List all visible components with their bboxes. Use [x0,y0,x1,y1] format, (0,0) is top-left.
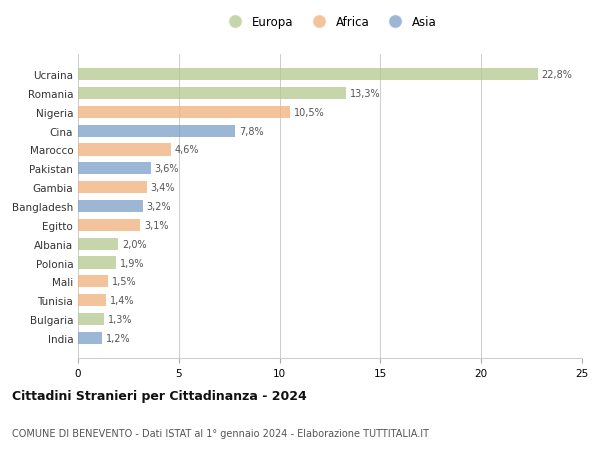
Bar [78,106,290,119]
Bar [78,276,108,288]
Bar [78,182,146,194]
Text: 3,4%: 3,4% [151,183,175,193]
Text: 1,4%: 1,4% [110,296,135,306]
Text: 3,1%: 3,1% [145,220,169,230]
Text: 1,3%: 1,3% [108,314,133,325]
Text: 13,3%: 13,3% [350,89,381,99]
Text: 3,2%: 3,2% [146,202,171,212]
Text: 22,8%: 22,8% [542,70,572,80]
Bar [78,88,346,100]
Bar [78,313,104,325]
Text: 1,9%: 1,9% [121,258,145,268]
Text: 7,8%: 7,8% [239,126,264,136]
Bar [78,144,171,156]
Bar [78,238,118,250]
Bar [78,201,143,213]
Text: 2,0%: 2,0% [122,239,147,249]
Bar [78,332,102,344]
Legend: Europa, Africa, Asia: Europa, Africa, Asia [220,12,440,33]
Bar [78,257,116,269]
Text: Cittadini Stranieri per Cittadinanza - 2024: Cittadini Stranieri per Cittadinanza - 2… [12,389,307,403]
Bar [78,125,235,137]
Text: 1,5%: 1,5% [112,277,137,287]
Text: 3,6%: 3,6% [155,164,179,174]
Bar [78,219,140,231]
Text: 1,2%: 1,2% [106,333,131,343]
Bar [78,294,106,307]
Bar [78,69,538,81]
Bar [78,163,151,175]
Text: 10,5%: 10,5% [294,107,325,118]
Text: COMUNE DI BENEVENTO - Dati ISTAT al 1° gennaio 2024 - Elaborazione TUTTITALIA.IT: COMUNE DI BENEVENTO - Dati ISTAT al 1° g… [12,428,429,438]
Text: 4,6%: 4,6% [175,145,199,155]
